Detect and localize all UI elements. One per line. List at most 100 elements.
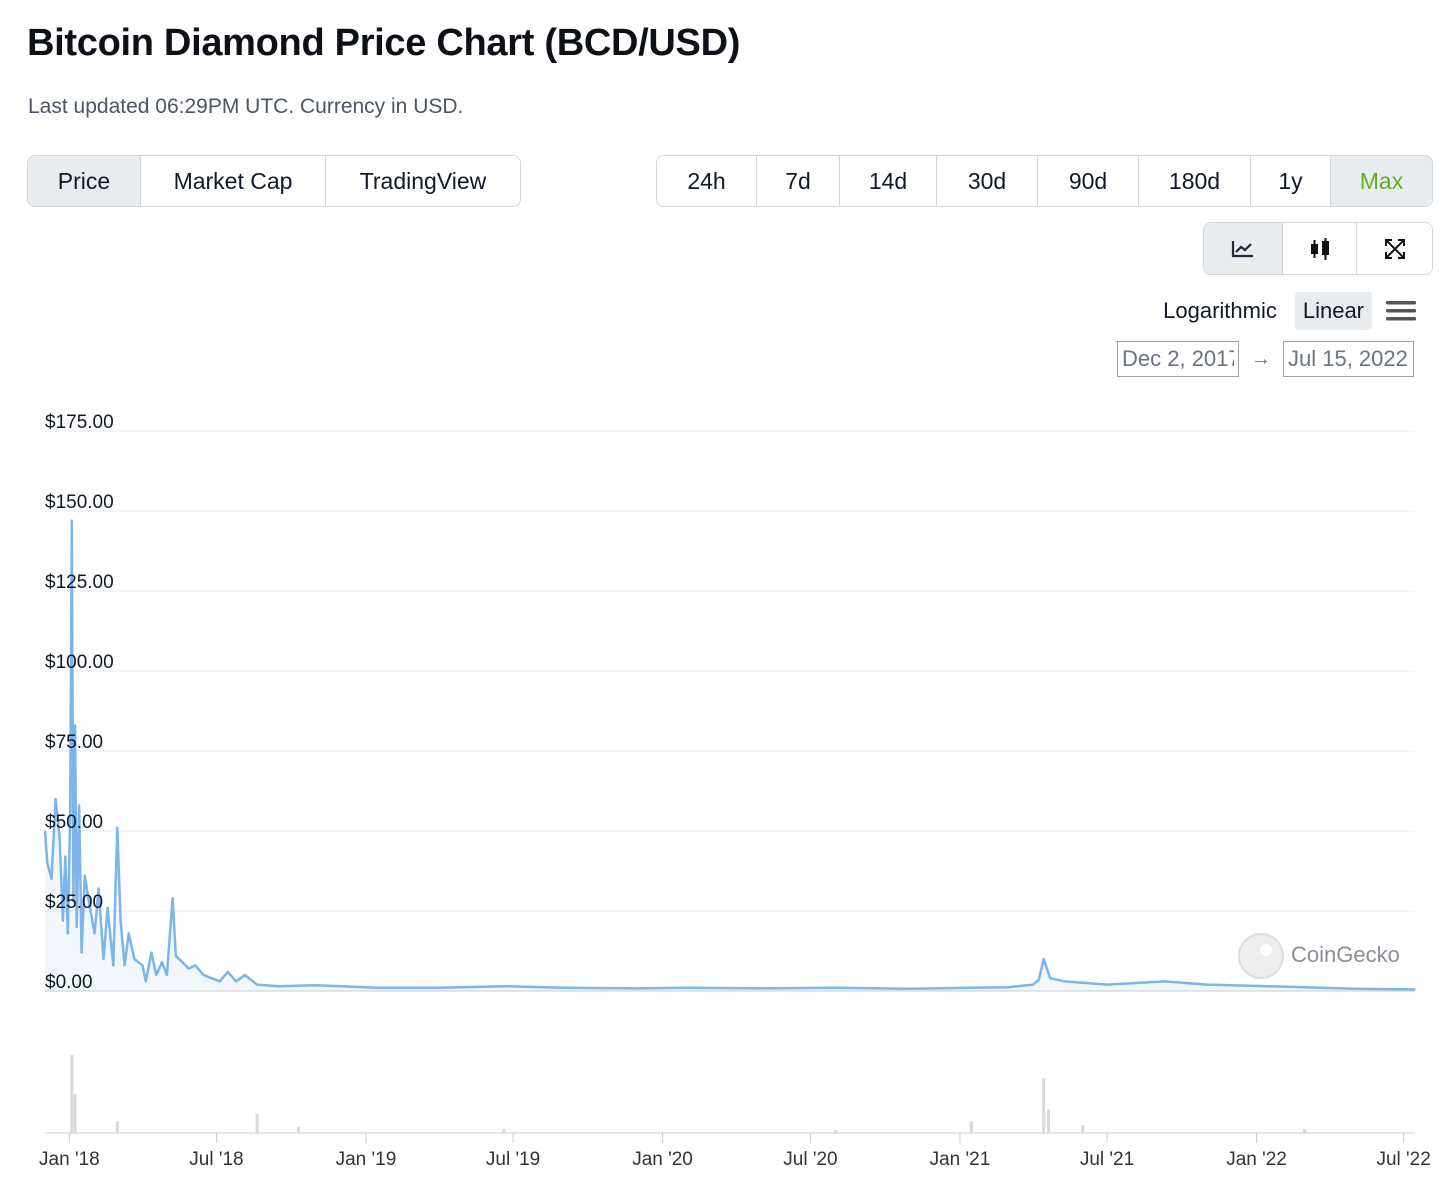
tab-tradingview[interactable]: TradingView [326, 156, 520, 206]
price-point [834, 987, 837, 989]
price-point [72, 900, 75, 903]
range-24h-button[interactable]: 24h [657, 156, 757, 206]
price-point [1106, 983, 1108, 986]
page-title: Bitcoin Diamond Price Chart (BCD/USD) [27, 22, 741, 64]
candlestick-icon [1310, 237, 1329, 260]
price-series [43, 519, 1416, 991]
arrow-icon: → [1251, 347, 1271, 370]
range-1y-button[interactable]: 1y [1251, 156, 1331, 206]
range-max-button[interactable]: Max [1331, 156, 1432, 206]
hamburger-menu-icon[interactable] [1386, 299, 1416, 323]
price-point [166, 974, 168, 976]
y-tick-label: $150.00 [45, 492, 114, 513]
price-point [636, 987, 639, 990]
grid [45, 430, 1415, 1134]
coingecko-watermark: CoinGecko [1238, 933, 1400, 979]
volume-bar [70, 1055, 74, 1133]
last-updated-text: Last updated 06:29PM UTC. Currency in US… [28, 95, 464, 118]
price-point [1049, 977, 1051, 979]
expand-icon [1384, 238, 1405, 259]
price-point [1063, 980, 1066, 983]
line-chart-icon [1231, 240, 1253, 257]
price-point [227, 971, 229, 973]
view-tabs: Price Market Cap TradingView [27, 155, 521, 207]
price-point [503, 985, 505, 987]
price-point [69, 814, 71, 816]
price-point [210, 977, 213, 979]
price-point [80, 951, 83, 954]
volume-bar [255, 1113, 259, 1133]
candlestick-button[interactable] [1283, 223, 1357, 274]
x-tick-label: Jan '18 [39, 1149, 100, 1170]
price-point [970, 987, 973, 989]
line-chart-button[interactable] [1204, 223, 1283, 274]
price-point [127, 932, 130, 935]
range-30d-button[interactable]: 30d [937, 156, 1038, 206]
price-point [46, 862, 49, 864]
x-tick-label: Jul '22 [1376, 1149, 1430, 1170]
y-tick-label: $125.00 [45, 572, 114, 593]
y-tick-label: $0.00 [45, 972, 93, 993]
fullscreen-button[interactable] [1357, 223, 1432, 274]
price-point [78, 804, 80, 807]
price-point [155, 974, 158, 976]
price-point [256, 983, 258, 986]
range-14d-button[interactable]: 14d [840, 156, 937, 206]
volume-bar [73, 1094, 77, 1133]
price-point [71, 519, 73, 522]
coingecko-logo-icon [1238, 933, 1284, 979]
scale-toggle: Logarithmic Linear [1155, 292, 1416, 330]
volume-bar [1302, 1129, 1306, 1133]
price-point [202, 974, 205, 976]
price-point [1163, 980, 1166, 983]
range-7d-button[interactable]: 7d [757, 156, 840, 206]
price-line [43, 519, 1416, 991]
price-point [88, 900, 90, 903]
price-point [277, 985, 280, 987]
y-axis: $0.00 $25.00 $50.00 $75.00 $100.00 $125.00 $15… [45, 412, 114, 993]
x-axis: Jan '18 Jul '18 Jan '19 Jul '19 Jan '20 Jul '… [39, 1133, 1431, 1170]
watermark-text: CoinGecko [1291, 942, 1400, 967]
price-point [84, 875, 86, 877]
price-point [106, 907, 109, 909]
x-tick-label: Jan '20 [632, 1149, 693, 1170]
price-point [75, 926, 78, 928]
y-tick-label: $75.00 [45, 732, 103, 753]
x-tick-label: Jan '22 [1226, 1149, 1287, 1170]
price-point [50, 878, 53, 880]
chart-tools [1203, 222, 1433, 275]
date-range: → [1117, 341, 1414, 377]
price-point [315, 984, 318, 987]
range-90d-button[interactable]: 90d [1038, 156, 1139, 206]
price-point [1037, 979, 1040, 981]
volume-bar [1042, 1078, 1046, 1133]
price-point [141, 964, 144, 967]
price-point [123, 964, 126, 967]
price-point [119, 919, 122, 922]
range-tabs: 24h 7d 14d 30d 90d 180d 1y Max [656, 155, 1433, 207]
price-point [150, 951, 153, 954]
price-point [66, 932, 69, 935]
logarithmic-option[interactable]: Logarithmic [1163, 298, 1277, 323]
volume-bar [502, 1129, 506, 1133]
price-point [188, 967, 190, 970]
tab-market-cap[interactable]: Market Cap [141, 156, 326, 206]
price-point [116, 827, 119, 829]
price-point [97, 887, 100, 890]
range-180d-button[interactable]: 180d [1139, 156, 1251, 206]
linear-option[interactable]: Linear [1294, 292, 1372, 330]
price-point [93, 932, 96, 935]
date-from-input[interactable] [1117, 341, 1239, 377]
price-point [1414, 988, 1416, 991]
price-point [562, 987, 565, 989]
date-to-input[interactable] [1283, 341, 1414, 377]
coingecko-logo-eye [1260, 944, 1272, 956]
tab-price[interactable]: Price [28, 156, 141, 206]
price-point [1042, 958, 1045, 960]
price-point [1267, 985, 1269, 987]
x-tick-label: Jul '18 [189, 1149, 243, 1170]
price-point [74, 724, 76, 727]
price-point [44, 830, 46, 832]
price-point [1007, 986, 1009, 988]
